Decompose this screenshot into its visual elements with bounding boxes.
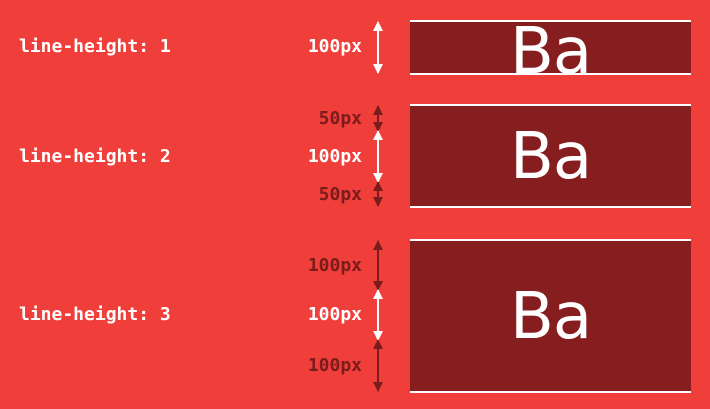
row-1-content-height-label: 100px (307, 36, 362, 57)
row-2-bottom-leading-label: 50px (318, 184, 362, 205)
row-1-top-line (410, 20, 691, 22)
row-3-label: line-height: 3 (19, 304, 171, 325)
row-3-content-height-label: 100px (307, 304, 362, 325)
row-3-top-line (410, 239, 691, 241)
row-2-line-box: Ba (410, 106, 691, 207)
row-3-bottom-leading-label: 100px (307, 355, 362, 376)
row-2-top-leading-label: 50px (318, 108, 362, 129)
row-1-sample-text: Ba (509, 22, 592, 75)
row-1-label: line-height: 1 (19, 36, 171, 57)
row-3-top-leading-label: 100px (307, 255, 362, 276)
row-2-content-height-label: 100px (307, 146, 362, 167)
row-3-line-box: Ba (410, 241, 691, 392)
row-1-bottom-line (410, 73, 691, 75)
row-2-bottom-line (410, 206, 691, 208)
row-3-bottom-line (410, 391, 691, 393)
row-2-sample-text: Ba (509, 119, 592, 194)
row-2-top-line (410, 104, 691, 106)
row-2-label: line-height: 2 (19, 146, 171, 167)
row-1-line-box: Ba (410, 22, 691, 75)
row-3-sample-text: Ba (509, 279, 592, 354)
